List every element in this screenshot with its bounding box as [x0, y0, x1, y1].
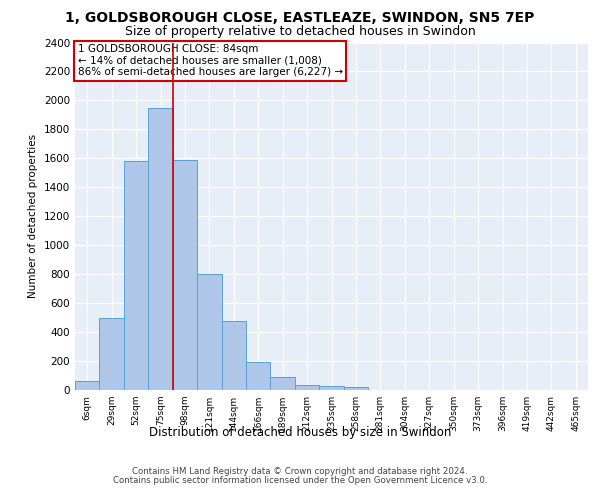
Bar: [319, 386, 344, 390]
Bar: [246, 362, 271, 390]
Bar: [271, 377, 295, 390]
Bar: [197, 274, 221, 390]
Bar: [344, 387, 368, 390]
Text: Contains HM Land Registry data © Crown copyright and database right 2024.: Contains HM Land Registry data © Crown c…: [132, 467, 468, 476]
Bar: [173, 160, 197, 390]
Text: 1 GOLDSBOROUGH CLOSE: 84sqm
← 14% of detached houses are smaller (1,008)
86% of : 1 GOLDSBOROUGH CLOSE: 84sqm ← 14% of det…: [77, 44, 343, 78]
Text: Distribution of detached houses by size in Swindon: Distribution of detached houses by size …: [149, 426, 451, 439]
Text: 1, GOLDSBOROUGH CLOSE, EASTLEAZE, SWINDON, SN5 7EP: 1, GOLDSBOROUGH CLOSE, EASTLEAZE, SWINDO…: [65, 11, 535, 25]
Text: Size of property relative to detached houses in Swindon: Size of property relative to detached ho…: [125, 25, 475, 38]
Y-axis label: Number of detached properties: Number of detached properties: [28, 134, 38, 298]
Text: Contains public sector information licensed under the Open Government Licence v3: Contains public sector information licen…: [113, 476, 487, 485]
Bar: [295, 385, 319, 390]
Bar: [148, 108, 173, 390]
Bar: [100, 318, 124, 390]
Bar: [124, 161, 148, 390]
Bar: [75, 382, 100, 390]
Bar: [221, 320, 246, 390]
